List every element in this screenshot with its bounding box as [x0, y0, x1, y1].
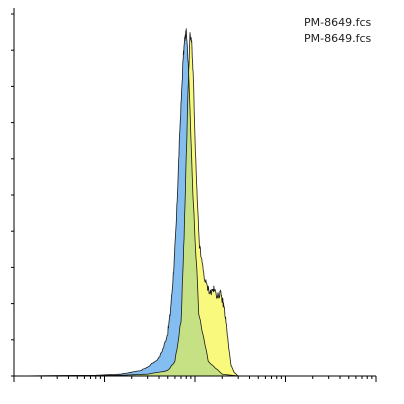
x-axis-ticks [13, 376, 377, 382]
legend-entry-1: PM-8649.fcs [304, 16, 372, 29]
series-2-outline [14, 32, 250, 376]
legend-entry-2: PM-8649.fcs [304, 32, 372, 45]
series-2-area [14, 32, 250, 376]
y-axis-ticks [11, 13, 14, 377]
series-fills [14, 28, 250, 376]
legend: PM-8649.fcs PM-8649.fcs [304, 16, 372, 45]
axes [11, 8, 377, 382]
series-1-outline [14, 28, 239, 376]
